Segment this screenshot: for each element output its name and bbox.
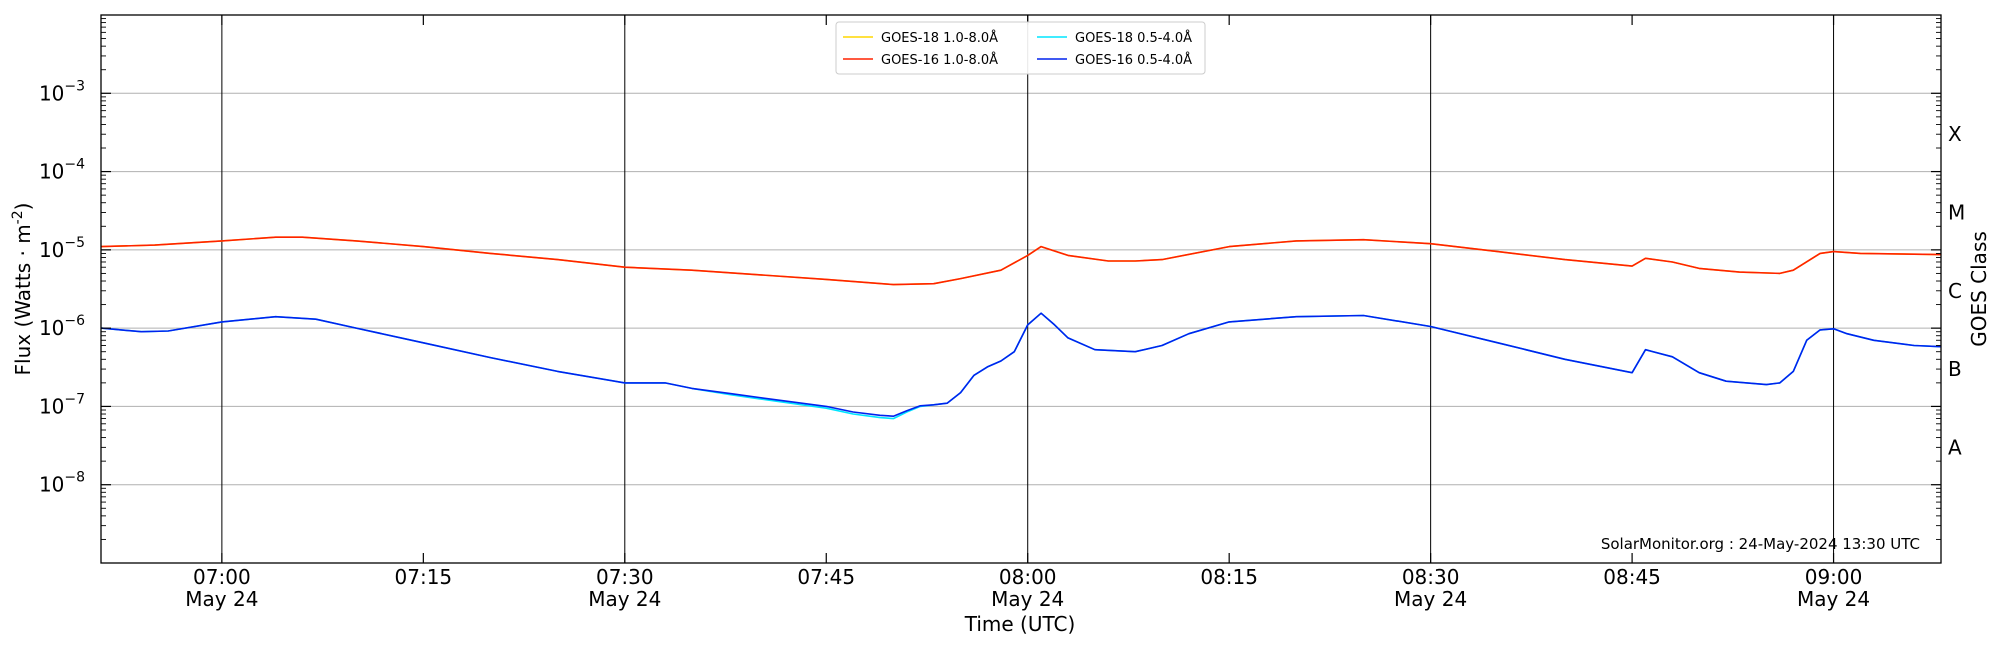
goes-class-label: X [1948, 122, 1962, 146]
y-axis-title: Flux (Watts · m-2) [10, 203, 35, 376]
x-tick-date-label: May 24 [1797, 587, 1870, 611]
x-tick-label: 09:00 [1805, 565, 1863, 589]
y-tick-label: 10−8 [39, 470, 85, 497]
x-tick-date-label: May 24 [1394, 587, 1467, 611]
y-tick-label: 10−4 [39, 157, 85, 184]
gridlines [101, 92, 1941, 486]
legend-box [835, 21, 1206, 75]
y-tick-label: 10−5 [39, 235, 85, 262]
y-axis-title-exponent: -2 [10, 210, 26, 224]
y-tick-label: 10−3 [39, 78, 85, 105]
x-tick-date-label: May 24 [185, 587, 258, 611]
legend-label: GOES-16 1.0-8.0Å [881, 52, 998, 68]
series-line [100, 312, 1942, 418]
x-tick-label: 08:00 [999, 565, 1057, 589]
goes-class-label: A [1948, 435, 1962, 459]
x-tick-label: 07:30 [596, 565, 654, 589]
credit-text: SolarMonitor.org : 24-May-2024 13:30 UTC [1601, 535, 1920, 553]
goes-class-labels: A B C M X [1948, 122, 1965, 459]
flux-series-lines [100, 236, 1942, 420]
goes-class-label: M [1948, 201, 1965, 225]
y-axis-title-close: ) [11, 203, 35, 211]
series-line [100, 236, 1942, 286]
x-tick-label: 08:15 [1200, 565, 1258, 589]
x-tick-label: 07:00 [193, 565, 251, 589]
legend-label: GOES-16 0.5-4.0Å [1075, 52, 1192, 68]
goes-class-label: C [1948, 279, 1962, 303]
time-vertical-lines [221, 15, 1835, 563]
x-tick-label: 08:30 [1402, 565, 1460, 589]
y-axis-ticks: 10−8 10−7 10−6 10−5 10−4 10−3 [39, 78, 1941, 497]
x-axis-title: Time (UTC) [964, 612, 1076, 636]
legend-label: GOES-18 1.0-8.0Å [881, 30, 998, 46]
legend: GOES-18 1.0-8.0Å GOES-16 1.0-8.0Å GOES-18 … [835, 21, 1206, 75]
x-tick-date-label: May 24 [991, 587, 1064, 611]
y-axis-title-main: Flux (Watts · m [11, 224, 35, 375]
x-tick-label: 07:45 [797, 565, 855, 589]
goes-class-axis-title: GOES Class [1967, 231, 1991, 347]
goes-class-label: B [1948, 357, 1962, 381]
x-tick-label: 07:15 [395, 565, 453, 589]
plot-frame [100, 14, 1942, 564]
y-minor-ticks [101, 18, 1941, 540]
y-tick-label: 10−6 [39, 313, 85, 340]
y-tick-label: 10−7 [39, 391, 85, 418]
legend-label: GOES-18 0.5-4.0Å [1075, 30, 1192, 46]
x-tick-date-label: May 24 [588, 587, 661, 611]
x-tick-label: 08:45 [1603, 565, 1661, 589]
